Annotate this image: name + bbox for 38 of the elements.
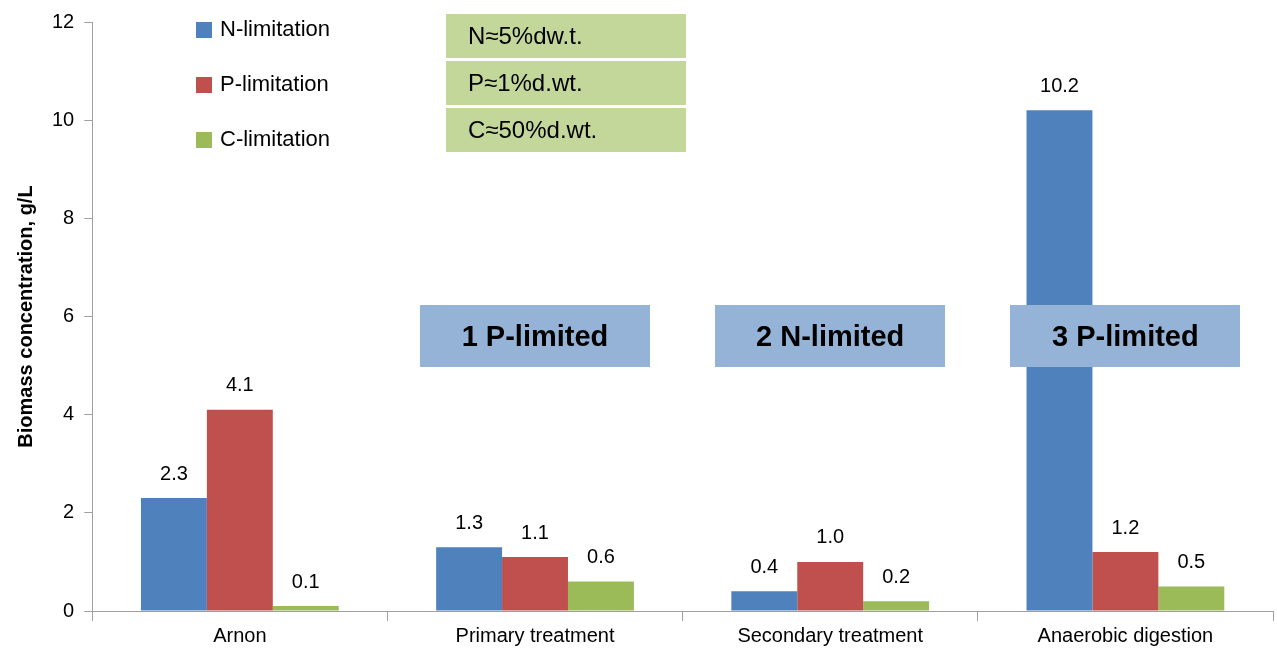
- y-tick-label: 4: [63, 402, 75, 425]
- data-label: 0.4: [750, 554, 779, 577]
- x-tick-label: Arnon: [213, 623, 267, 646]
- x-tick-label: Primary treatment: [455, 623, 615, 646]
- data-label: 1.3: [455, 510, 484, 533]
- bar: [1158, 586, 1225, 611]
- legend-label: C-limitation: [220, 126, 331, 152]
- data-label: 0.1: [291, 569, 320, 592]
- bar: [567, 581, 634, 611]
- data-label: 0.2: [882, 564, 911, 587]
- data-label: 1.1: [521, 520, 549, 543]
- bar: [502, 557, 568, 611]
- y-tick-label: 6: [63, 304, 75, 327]
- bar: [863, 601, 930, 611]
- x-tick-label: Anaerobic digestion: [1037, 623, 1214, 646]
- bar: [436, 547, 503, 611]
- bar: [140, 498, 207, 611]
- bar: [272, 606, 339, 611]
- x-tick-label: Secondary treatment: [737, 623, 924, 646]
- legend-label: P-limitation: [220, 71, 329, 97]
- bar: [206, 409, 273, 611]
- data-label: 4.1: [225, 373, 254, 396]
- bar: [731, 591, 798, 611]
- y-axis-title: Biomass concentration, g/L: [13, 185, 36, 448]
- y-tick-label: 8: [63, 205, 75, 228]
- data-label: 1.2: [1111, 515, 1140, 538]
- y-tick-label: 0: [63, 598, 75, 621]
- bar: [797, 561, 864, 611]
- legend-label: N-limitation: [220, 16, 331, 42]
- data-label: 1.0: [816, 525, 845, 548]
- data-label: 2.3: [160, 461, 188, 484]
- y-tick-label: 12: [52, 9, 75, 32]
- data-label: 10.2: [1040, 73, 1079, 96]
- bar: [1092, 552, 1159, 611]
- data-label: 0.5: [1177, 549, 1206, 572]
- y-tick-label: 10: [52, 107, 75, 130]
- y-tick-label: 2: [63, 500, 75, 523]
- data-label: 0.6: [587, 545, 615, 568]
